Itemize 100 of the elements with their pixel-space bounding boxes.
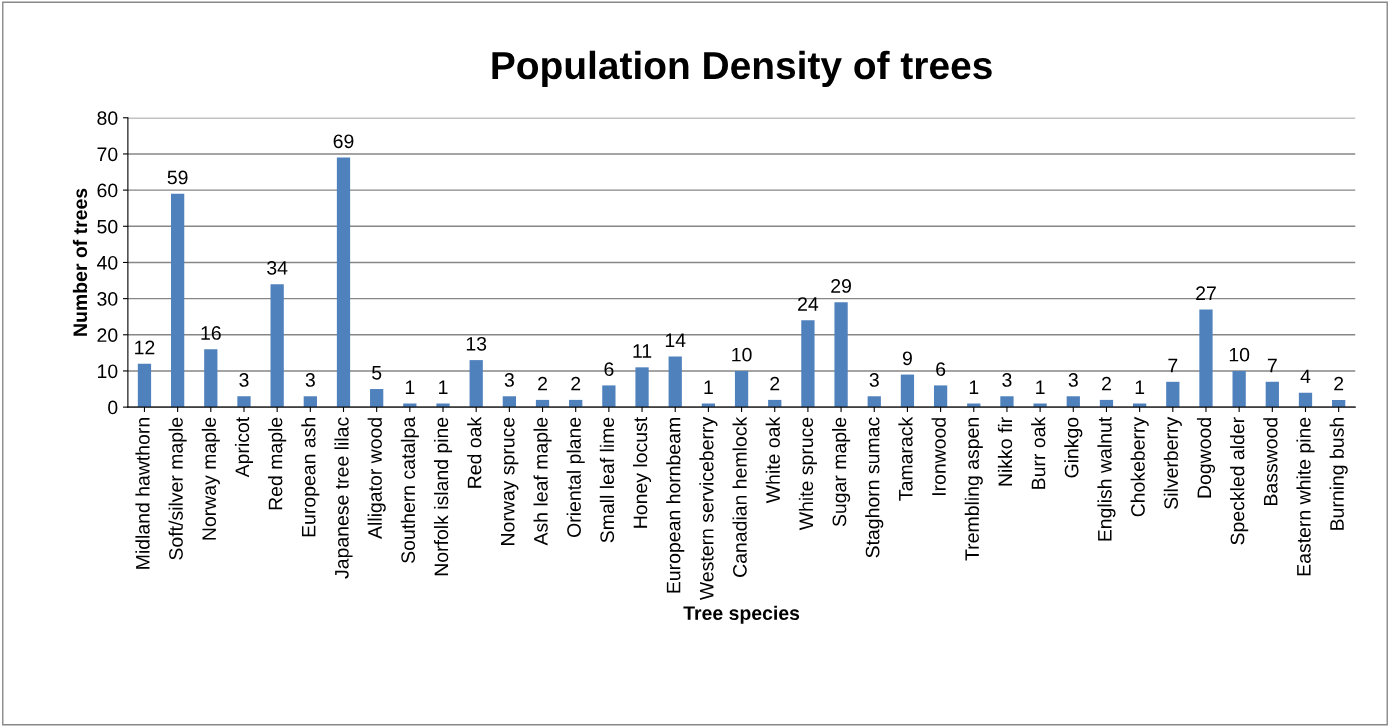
- data-label: 13: [466, 336, 487, 351]
- bar: [801, 320, 815, 408]
- x-tick-label: Dogwood: [1196, 418, 1216, 498]
- x-tick-label: Speckled alder: [1230, 417, 1249, 545]
- bar: [303, 396, 317, 408]
- data-label: 1: [704, 380, 713, 394]
- x-tick-label: Canadian hemlock: [732, 416, 747, 577]
- x-tick-label: Tamarack: [898, 416, 913, 501]
- bar: [270, 284, 284, 408]
- y-axis-title: Number of trees: [72, 188, 88, 336]
- x-tick-label: Oriental plane: [566, 417, 585, 537]
- x-tick-label: Norway maple: [201, 417, 220, 540]
- data-label: 2: [538, 376, 547, 391]
- data-label: 7: [1267, 358, 1277, 373]
- x-tick-label: Burning bush: [1329, 418, 1348, 530]
- bar: [502, 396, 516, 408]
- bar: [1000, 396, 1014, 408]
- data-label: 2: [770, 376, 780, 391]
- x-tick-label: Silverberry: [1163, 416, 1182, 509]
- data-label: 14: [665, 333, 686, 347]
- x-tick-label: Southern catalpa: [400, 416, 419, 563]
- y-tick-label: 50: [97, 219, 118, 234]
- x-tick-label: Alligator wood: [367, 418, 386, 539]
- x-tick-label: Sugar maple: [832, 417, 851, 527]
- data-label: 1: [439, 380, 448, 394]
- bar: [734, 370, 749, 408]
- x-tick-label: Chokeberry: [1130, 416, 1149, 517]
- y-tick-label: 30: [97, 292, 118, 306]
- data-label: 29: [831, 279, 851, 293]
- bar: [1166, 381, 1180, 408]
- x-tick-label: White oak: [765, 416, 780, 504]
- bar: [1199, 309, 1213, 408]
- data-label: 3: [239, 373, 249, 387]
- bar: [137, 363, 152, 408]
- x-tick-label: Honey locust: [632, 416, 652, 528]
- bar: [1232, 370, 1246, 408]
- data-label: 6: [936, 362, 946, 377]
- x-tick-label: Soft/silver maple: [168, 417, 187, 560]
- data-label: 1: [1135, 380, 1145, 394]
- data-label: 1: [1036, 380, 1045, 394]
- x-tick-label: Apricot: [234, 416, 254, 478]
- x-tick-label: Ginkgo: [1064, 417, 1083, 478]
- data-label: 1: [405, 380, 415, 394]
- data-label: 2: [1334, 376, 1344, 391]
- bar: [1265, 381, 1279, 408]
- x-tick-label: Ash leaf maple: [533, 417, 552, 546]
- bar: [204, 349, 218, 408]
- x-tick-label: European hornbeam: [666, 418, 685, 593]
- bar: [1066, 396, 1080, 408]
- data-label: 7: [1168, 358, 1178, 373]
- x-tick-label: Staghorn sumac: [865, 417, 884, 558]
- bar: [171, 193, 185, 408]
- x-tick-label: European ash: [301, 418, 320, 537]
- data-label: 34: [267, 260, 288, 275]
- chart-title: Population Density of trees: [492, 50, 992, 87]
- x-tick-label: Western serviceberry: [699, 416, 718, 601]
- x-tick-label: Small leaf lime: [599, 417, 615, 543]
- data-label: 3: [1002, 373, 1012, 387]
- bar: [933, 385, 948, 408]
- data-label: 3: [504, 373, 514, 387]
- bar: [336, 157, 351, 408]
- data-label: 3: [305, 373, 315, 387]
- data-label: 10: [732, 347, 752, 362]
- x-tick-label: Ironwood: [931, 418, 946, 496]
- bar: [867, 396, 881, 408]
- bar: [668, 356, 682, 408]
- data-label: 24: [798, 297, 819, 311]
- x-tick-label: White spruce: [798, 417, 817, 531]
- data-label: 5: [372, 366, 382, 380]
- x-tick-label: Japanese tree lilac: [334, 417, 353, 579]
- data-label: 11: [633, 344, 652, 358]
- x-tick-label: English walnut: [1097, 416, 1116, 541]
- y-tick-label: 40: [96, 255, 118, 270]
- data-label: 6: [604, 362, 614, 377]
- bar: [834, 302, 848, 408]
- data-label: 1: [969, 380, 979, 394]
- x-tick-label: Burr oak: [1031, 416, 1046, 489]
- data-label: 4: [1300, 369, 1311, 384]
- y-tick-label: 60: [97, 183, 118, 198]
- data-label: 10: [1229, 347, 1250, 362]
- x-tick-label: Eastern white pine: [1296, 417, 1315, 576]
- x-tick-label: Trembling aspen: [964, 418, 983, 561]
- x-tick-label: Red maple: [268, 417, 287, 510]
- data-label: 2: [1102, 376, 1111, 391]
- x-tick-label: Midland hawthorn: [135, 418, 150, 569]
- data-label: 12: [135, 340, 155, 355]
- data-label: 2: [571, 376, 581, 391]
- data-label: 3: [869, 373, 879, 387]
- data-label: 16: [201, 326, 221, 340]
- y-tick-label: 0: [108, 400, 118, 415]
- data-label: 3: [1068, 373, 1078, 387]
- x-tick-label: Nikko fir: [997, 417, 1013, 486]
- y-tick-label: 70: [97, 147, 118, 162]
- y-tick-label: 10: [98, 364, 118, 379]
- data-label: 9: [902, 351, 912, 366]
- x-tick-label: Norfolk island pine: [433, 417, 453, 576]
- data-label: 27: [1196, 286, 1216, 300]
- bar: [237, 396, 251, 408]
- x-tick-label: Red oak: [467, 416, 482, 488]
- x-axis-title: Tree species: [683, 605, 800, 624]
